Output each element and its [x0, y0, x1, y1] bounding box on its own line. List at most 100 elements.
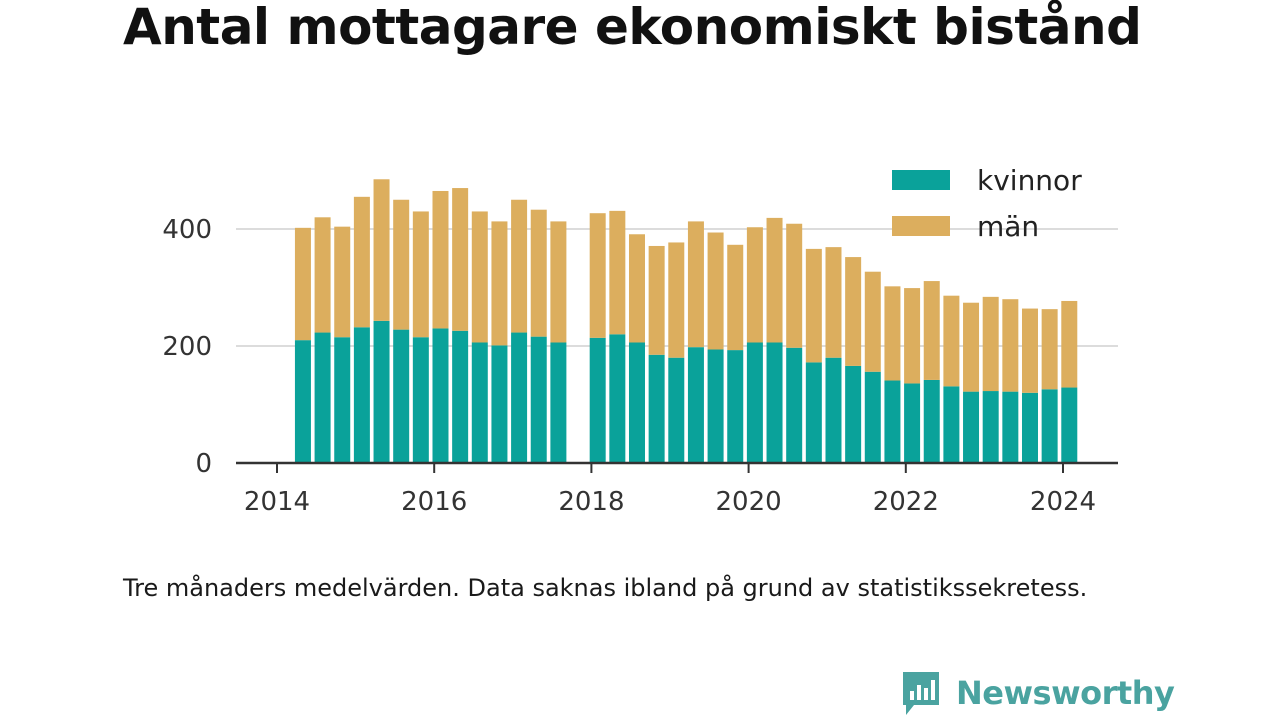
bar-man [452, 188, 469, 331]
bar-man [393, 199, 410, 330]
x-tick-label: 2018 [558, 487, 624, 517]
bar-man [746, 227, 763, 343]
bar-man [511, 199, 528, 333]
chart-caption: Tre månaders medelvärden. Data saknas ib… [123, 574, 1088, 602]
legend: kvinnor män [892, 164, 1082, 243]
bar-man [845, 257, 862, 366]
bar-man [491, 221, 508, 346]
bar-kvinnor [393, 329, 410, 463]
bar-man [766, 217, 783, 343]
bar-man [904, 288, 921, 384]
bar-kvinnor [805, 362, 822, 463]
y-tick-label: 0 [195, 449, 212, 479]
bar-man [294, 227, 311, 341]
bar-kvinnor [982, 391, 999, 463]
bar-man [1041, 309, 1058, 390]
bar-kvinnor [1061, 387, 1078, 463]
bar-kvinnor [864, 371, 881, 463]
bar-kvinnor [471, 342, 488, 463]
bar-man [707, 232, 724, 350]
bar-man [805, 248, 822, 363]
bar-kvinnor [530, 336, 547, 463]
bar-man [628, 234, 645, 343]
bar-kvinnor [746, 342, 763, 463]
bar-man [668, 242, 685, 358]
bar-man [530, 209, 547, 337]
legend-label: män [977, 210, 1039, 243]
bar-kvinnor [294, 340, 311, 463]
bar-kvinnor [550, 342, 567, 463]
bar-kvinnor [432, 328, 449, 463]
bar-man [353, 196, 370, 328]
brand-name: Newsworthy [956, 674, 1175, 712]
bar-man [1061, 300, 1078, 388]
bar-kvinnor [609, 334, 626, 463]
bar-man [1002, 299, 1019, 392]
bar-man [334, 226, 351, 338]
bar-man [825, 247, 842, 358]
bar-man [471, 211, 488, 343]
bar-man [373, 179, 390, 321]
bar-kvinnor [314, 332, 331, 463]
bar-kvinnor [589, 337, 606, 463]
bar-man [864, 271, 881, 372]
bar-kvinnor [628, 342, 645, 463]
y-tick-label: 400 [162, 215, 212, 245]
bar-kvinnor [766, 342, 783, 463]
bar-kvinnor [707, 349, 724, 463]
bar-man [963, 302, 980, 392]
bars [294, 179, 1078, 463]
bar-kvinnor [648, 354, 665, 463]
bar-kvinnor [412, 337, 429, 463]
stacked-bar-chart: 0 200 400 2014 2016 2018 2020 2022 2024 kvinnor m… [162, 164, 1118, 517]
bar-kvinnor [786, 347, 803, 463]
x-tick-label: 2024 [1030, 487, 1096, 517]
bar-kvinnor [452, 330, 469, 463]
x-tick-label: 2022 [873, 487, 939, 517]
bar-man [609, 210, 626, 335]
bar-kvinnor [1002, 391, 1019, 463]
bar-man [943, 295, 960, 387]
bar-kvinnor [668, 357, 685, 463]
bar-man [786, 223, 803, 348]
bar-chart-speech-bubble-icon [903, 672, 939, 715]
bar-man [982, 296, 999, 392]
x-tick-label: 2020 [716, 487, 782, 517]
bar-kvinnor [491, 345, 508, 463]
bar-kvinnor [963, 391, 980, 463]
legend-swatch [892, 216, 950, 236]
chart-title: Antal mottagare ekonomiskt bistånd [123, 0, 1142, 56]
bar-man [550, 221, 567, 343]
legend-label: kvinnor [977, 164, 1082, 197]
bar-man [648, 245, 665, 355]
legend-swatch [892, 170, 950, 190]
bar-man [314, 217, 331, 333]
bar-kvinnor [923, 379, 940, 463]
bar-kvinnor [727, 350, 744, 463]
bar-man [727, 244, 744, 351]
bar-kvinnor [943, 386, 960, 463]
y-tick-label: 200 [162, 332, 212, 362]
x-tick-label: 2016 [401, 487, 467, 517]
bar-kvinnor [687, 347, 704, 463]
bar-kvinnor [353, 327, 370, 463]
bar-man [589, 213, 606, 338]
bar-kvinnor [904, 383, 921, 463]
bar-man [432, 190, 449, 329]
axes: 0 200 400 2014 2016 2018 2020 2022 2024 [162, 215, 1118, 517]
bar-kvinnor [845, 365, 862, 463]
x-tick-label: 2014 [244, 487, 310, 517]
bar-kvinnor [373, 320, 390, 463]
brand-logo: Newsworthy [900, 668, 1175, 718]
bar-man [884, 286, 901, 381]
bar-kvinnor [1021, 392, 1038, 463]
bar-man [687, 221, 704, 348]
bar-kvinnor [1041, 389, 1058, 463]
bar-man [412, 211, 429, 338]
bar-kvinnor [884, 380, 901, 463]
bar-man [923, 281, 940, 380]
bar-man [1021, 308, 1038, 393]
bar-kvinnor [334, 337, 351, 463]
bar-kvinnor [825, 357, 842, 463]
bar-kvinnor [511, 332, 528, 463]
